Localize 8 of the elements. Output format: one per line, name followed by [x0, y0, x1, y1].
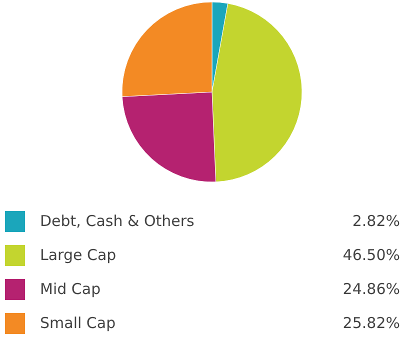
data-label: 46.50% — [342, 246, 400, 264]
legend-label: Debt, Cash & Others — [40, 212, 195, 230]
data-label: 24.86% — [342, 280, 400, 298]
data-label: 25.82% — [342, 314, 400, 332]
legend-label: Mid Cap — [40, 280, 101, 298]
legend-label: Large Cap — [40, 246, 116, 264]
data-label: 2.82% — [352, 212, 400, 230]
legend-label: Small Cap — [40, 314, 116, 332]
